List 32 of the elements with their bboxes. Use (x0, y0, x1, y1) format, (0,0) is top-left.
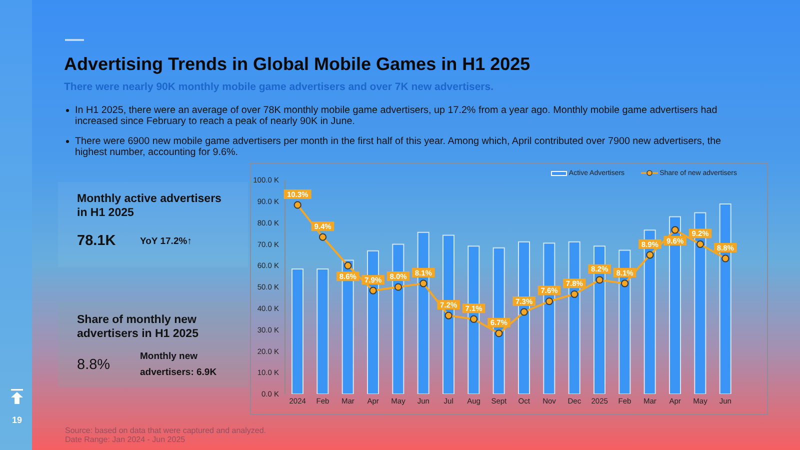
point (318, 233, 327, 241)
point (495, 330, 503, 338)
point (344, 262, 352, 270)
point (570, 290, 578, 298)
point (696, 240, 704, 248)
point (369, 286, 377, 294)
text: Share of monthly new advertisers in H1 2025 (77, 313, 200, 341)
source-note: Source: based on data that were captured and analyzed. (65, 426, 266, 434)
point (646, 251, 654, 259)
text: 19 (12, 415, 22, 425)
point (470, 315, 478, 323)
point (722, 254, 730, 262)
point (420, 280, 428, 288)
text: In H1 2025, there were an average of over 78K monthly mobile game advertisers, up 17.2% from a year ago. Monthly mobile game advertisers had increased since February to reach a peak of nearly 90K in June. (75, 104, 718, 128)
point (545, 297, 554, 306)
point (671, 226, 679, 234)
point (294, 201, 302, 209)
bar (316, 268, 329, 394)
text: 8.8% (77, 356, 110, 372)
point (620, 280, 629, 288)
point (444, 312, 452, 320)
bar (292, 268, 304, 394)
text: Monthly active advertisers in H1 2025 (77, 192, 222, 220)
text: YoY 17.2%↑ (140, 236, 192, 246)
text: Date Range: Jan 2024 - Jun 2025 (65, 434, 186, 444)
text: 78.1K (77, 232, 116, 248)
point (394, 283, 402, 291)
text: There were 6900 new mobile game advertisers per month in the first half of this year. Among which, April contributed over 7900 new advertisers, the highest number, accounting for 9.6%. (75, 136, 722, 158)
text: Monthly new advertisers: 6.9K (140, 350, 218, 380)
point (596, 276, 604, 284)
chart-title: Advertising Trends in Global Mobile Games in H1 2025 (64, 54, 530, 75)
point (520, 308, 528, 316)
